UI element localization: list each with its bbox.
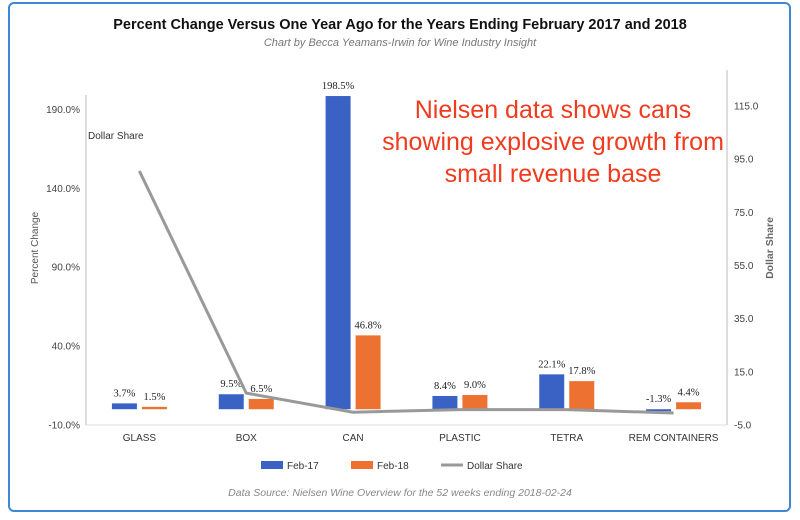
bar xyxy=(111,403,137,410)
dollar-share-line-label: Dollar Share xyxy=(88,131,144,142)
category-label: REM CONTAINERS xyxy=(629,433,719,444)
data-label: 8.4% xyxy=(434,381,456,392)
y2-tick-label: 115.0 xyxy=(734,101,759,112)
data-label: 22.1% xyxy=(538,359,565,370)
bar xyxy=(218,394,244,410)
dollar-share-line xyxy=(138,170,674,415)
bar xyxy=(432,395,458,410)
bar xyxy=(539,374,565,410)
annotation-line-3: small revenue base xyxy=(445,160,662,188)
bar xyxy=(569,381,595,410)
legend-swatch-feb17 xyxy=(261,461,283,469)
dollar-share-line-group xyxy=(138,170,674,415)
y2-tick-label: 55.0 xyxy=(734,261,754,272)
bar xyxy=(462,395,488,410)
chart-frame xyxy=(8,2,791,512)
y2-tick-label: 95.0 xyxy=(734,155,754,166)
data-label: 9.0% xyxy=(464,380,486,391)
bar xyxy=(646,409,672,412)
data-label: 46.8% xyxy=(355,320,382,331)
category-label: PLASTIC xyxy=(439,433,481,444)
y2-ticks: -5.0 15.0 35.0 55.0 75.0 95.0 115.0 xyxy=(734,101,759,431)
legend-swatch-feb18 xyxy=(351,461,373,469)
category-label: CAN xyxy=(343,433,364,444)
y2-tick-label: 15.0 xyxy=(734,367,754,378)
bar xyxy=(355,335,381,410)
data-label: 1.5% xyxy=(143,392,165,403)
legend-label-dollar-share: Dollar Share xyxy=(467,461,523,472)
data-label: 198.5% xyxy=(322,81,355,92)
bar xyxy=(325,96,351,410)
y-tick-label: 40.0% xyxy=(52,342,80,353)
y-tick-label: 90.0% xyxy=(52,263,80,274)
legend: Feb-17 Feb-18 Dollar Share xyxy=(261,461,523,472)
y-tick-label: 190.0% xyxy=(46,105,80,116)
data-label: 4.4% xyxy=(678,387,700,398)
y-axis-label: Percent Change xyxy=(30,211,41,284)
chart-subtitle: Chart by Becca Yeamans-Irwin for Wine In… xyxy=(264,37,537,49)
chart-title: Percent Change Versus One Year Ago for t… xyxy=(113,17,687,33)
category-label: GLASS xyxy=(123,433,157,444)
category-label: TETRA xyxy=(550,433,583,444)
annotation-line-1: Nielsen data shows cans xyxy=(415,96,692,124)
data-label: 17.8% xyxy=(568,366,595,377)
y-tick-label: -10.0% xyxy=(48,421,80,432)
y2-tick-label: 75.0 xyxy=(734,208,754,219)
y2-axis-label: Dollar Share xyxy=(764,217,776,279)
bars: 3.7% 9.5% 198.5% 8.4% 22.1% -1.3% 1.5% 6.5% 46.8… xyxy=(111,81,702,412)
bar xyxy=(676,402,702,410)
data-label: -1.3% xyxy=(646,394,672,405)
legend-label-feb17: Feb-17 xyxy=(287,461,319,472)
data-label: 3.7% xyxy=(113,388,135,399)
legend-label-feb18: Feb-18 xyxy=(377,461,409,472)
data-label: 9.5% xyxy=(220,379,242,390)
category-labels: GLASS BOX CAN PLASTIC TETRA REM CONTAINERS xyxy=(123,433,719,444)
y-tick-label: 140.0% xyxy=(46,184,80,195)
bar xyxy=(141,406,167,410)
y2-tick-label: -5.0 xyxy=(734,421,752,432)
y-ticks: -10.0% 40.0% 90.0% 140.0% 190.0% xyxy=(46,105,80,432)
data-source: Data Source: Nielsen Wine Overview for t… xyxy=(228,487,572,499)
bar xyxy=(248,398,274,410)
data-label: 6.5% xyxy=(250,384,272,395)
y2-tick-label: 35.0 xyxy=(734,314,754,325)
category-label: BOX xyxy=(236,433,257,444)
annotation-line-2: showing explosive growth from xyxy=(382,128,724,156)
